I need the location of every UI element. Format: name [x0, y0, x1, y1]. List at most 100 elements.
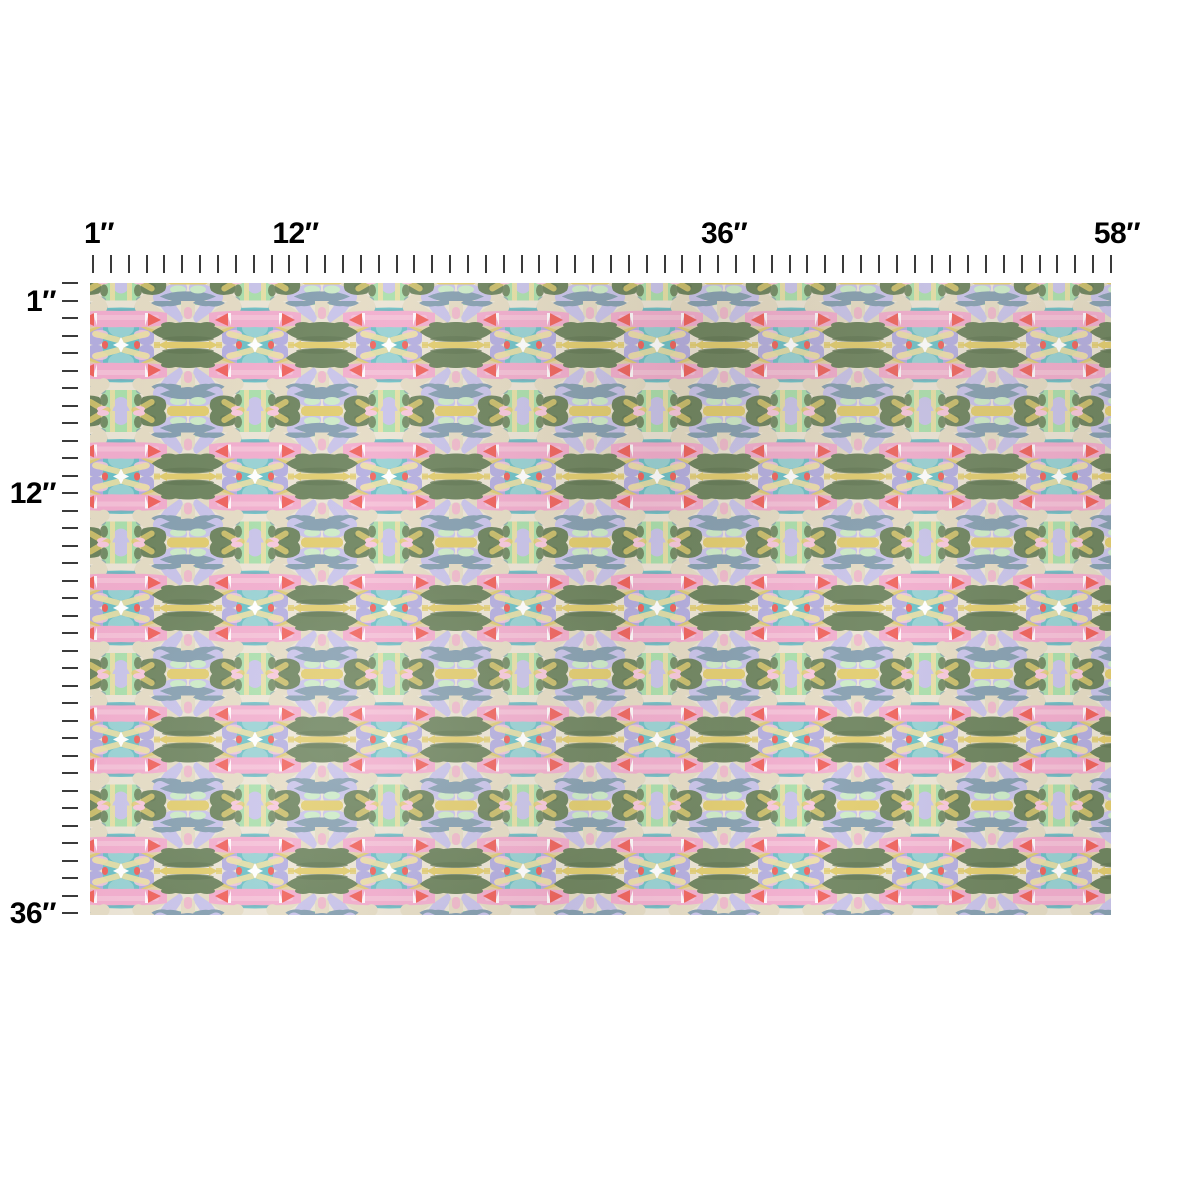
- ruler-tick: [306, 255, 309, 273]
- ruler-tick: [1074, 255, 1077, 273]
- ruler-tick: [467, 255, 470, 273]
- ruler-tick: [538, 255, 541, 273]
- ruler-tick: [62, 789, 78, 792]
- ruler-label-left: 36″: [9, 897, 57, 930]
- ruler-tick: [770, 255, 773, 273]
- ruler-tick: [859, 255, 862, 273]
- ruler-tick: [62, 579, 78, 582]
- ruler-tick: [62, 299, 78, 302]
- ruler-tick: [181, 255, 184, 273]
- ruler-tick: [592, 255, 595, 273]
- ruler-tick: [377, 255, 380, 273]
- ruler-tick: [1092, 255, 1095, 273]
- ruler-tick: [627, 255, 630, 273]
- ruler-tick: [252, 255, 255, 273]
- ruler-tick: [824, 255, 827, 273]
- ruler-tick: [127, 255, 130, 273]
- ruler-tick: [62, 404, 78, 407]
- ruler-tick: [645, 255, 648, 273]
- ruler-tick: [62, 527, 78, 529]
- ruler-tick: [62, 684, 78, 687]
- ruler-tick: [217, 255, 220, 273]
- ruler-tick: [877, 255, 880, 273]
- ruler-tick: [62, 754, 78, 757]
- ruler-tick: [62, 492, 78, 494]
- ruler-tick: [324, 255, 327, 273]
- ruler-tick: [62, 439, 78, 442]
- ruler-tick: [984, 255, 987, 273]
- fabric-swatch-preview: [90, 283, 1111, 915]
- ruler-tick: [62, 649, 78, 652]
- ruler-tick: [967, 255, 970, 273]
- ruler-tick: [663, 255, 666, 273]
- ruler-label-top: 12″: [272, 217, 319, 250]
- ruler-tick: [62, 352, 78, 354]
- ruler-tick: [62, 877, 78, 879]
- ruler-tick: [62, 912, 78, 914]
- ruler-tick: [502, 255, 505, 273]
- ruler-label-left: 12″: [9, 477, 57, 510]
- ruler-tick: [62, 824, 78, 827]
- ruler-tick: [931, 255, 934, 273]
- ruler-tick: [62, 807, 78, 809]
- ruler-tick: [62, 474, 78, 477]
- ruler-tick: [717, 255, 720, 273]
- ruler-label-top: 36″: [700, 217, 748, 250]
- ruler-tick: [788, 255, 791, 273]
- ruler-tick: [62, 317, 78, 319]
- ruler-tick: [734, 255, 737, 273]
- ruler-tick: [1110, 255, 1112, 273]
- ruler-tick: [449, 255, 452, 273]
- ruler-tick: [62, 369, 78, 372]
- ruler-tick: [109, 255, 112, 273]
- ruler-tick: [62, 632, 78, 634]
- ruler-tick: [62, 422, 78, 424]
- ruler-tick: [62, 544, 78, 547]
- ruler-tick: [288, 255, 291, 273]
- ruler-label-top: 1″: [83, 217, 115, 250]
- ruler-tick: [62, 387, 78, 389]
- ruler-tick: [62, 737, 78, 739]
- ruler-tick: [62, 772, 78, 774]
- ruler-tick: [842, 255, 845, 273]
- ruler-tick: [395, 255, 398, 273]
- ruler-label-top: 58″: [1093, 217, 1141, 250]
- ruler-tick: [913, 255, 916, 273]
- ruler-tick: [681, 255, 684, 273]
- ruler-tick: [62, 614, 78, 617]
- ruler-tick: [92, 255, 94, 273]
- ruler-tick: [342, 255, 345, 273]
- ruler-tick: [806, 255, 809, 273]
- ruler-tick: [556, 255, 559, 273]
- ruler-tick: [484, 255, 487, 273]
- ruler-tick: [145, 255, 148, 273]
- ruler-tick: [62, 597, 78, 599]
- ruler-tick: [1020, 255, 1023, 273]
- ruler-tick: [62, 859, 78, 862]
- ruler-tick: [62, 667, 78, 669]
- ruler-tick: [62, 894, 78, 897]
- ruler-tick: [62, 562, 78, 564]
- fabric-pattern: [90, 283, 1111, 915]
- ruler-tick: [62, 719, 78, 722]
- ruler-label-left: 1″: [25, 284, 57, 318]
- ruler-tick: [752, 255, 755, 273]
- ruler-tick: [62, 702, 78, 704]
- ruler-tick: [62, 842, 78, 844]
- ruler-tick: [949, 255, 952, 273]
- ruler-tick: [62, 282, 78, 284]
- ruler-tick: [234, 255, 237, 273]
- ruler-tick: [895, 255, 898, 273]
- fabric-fold-shading: [90, 283, 1111, 915]
- ruler-tick: [270, 255, 273, 273]
- ruler-tick: [359, 255, 362, 273]
- ruler-tick: [1056, 255, 1059, 273]
- ruler-tick: [520, 255, 523, 273]
- ruler-tick: [431, 255, 434, 273]
- ruler-tick: [199, 255, 202, 273]
- ruler-tick: [699, 255, 702, 273]
- ruler-tick: [62, 457, 78, 459]
- ruler-tick: [609, 255, 612, 273]
- ruler-tick: [62, 334, 78, 337]
